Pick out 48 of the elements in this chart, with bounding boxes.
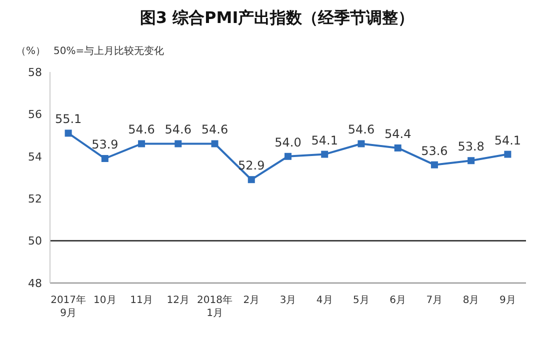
data-label: 54.1 (494, 133, 522, 148)
y-tick-label: 52 (28, 192, 42, 206)
point (174, 140, 182, 148)
x-tick-label: 11月 (130, 295, 153, 306)
chart-title: 图3 综合PMI产出指数（经季节调整） (138, 8, 416, 29)
point (101, 155, 108, 162)
x-tick-label: 7月 (426, 295, 443, 306)
x-tick-label: 12月 (166, 295, 190, 306)
data-label: 54.6 (128, 122, 155, 137)
x-tick-label: 3月 (280, 295, 296, 306)
x-tick-label: 8月 (462, 295, 480, 306)
x-tick-label: 2月 (243, 295, 260, 306)
y-tick-label: 54 (28, 150, 42, 164)
point (211, 140, 218, 148)
data-label: 52.9 (238, 158, 265, 173)
x-tick-label: 2017年 9月 (50, 294, 86, 319)
x-tick-label: 2018年 1月 (197, 294, 232, 319)
point (284, 152, 292, 160)
point (321, 150, 328, 158)
data-label: 55.1 (54, 112, 82, 126)
x-tick-label: 5月 (353, 295, 370, 306)
y-tick-label: 50 (28, 234, 42, 248)
point (358, 140, 365, 148)
point (430, 161, 438, 168)
y-axis-title: （%） (16, 46, 46, 57)
point (64, 130, 72, 137)
data-label: 53.9 (92, 138, 118, 152)
x-tick-label: 10月 (94, 295, 116, 306)
point (138, 140, 146, 148)
data-label: 53.6 (421, 144, 448, 158)
data-label: 54.4 (384, 126, 412, 141)
x-tick-label: 6月 (390, 295, 406, 306)
data-label: 53.8 (458, 140, 484, 154)
x-tick-label: 4月 (316, 295, 333, 306)
data-label: 54.1 (311, 133, 338, 148)
data-label: 54.6 (348, 122, 375, 137)
point (248, 176, 255, 184)
point (468, 157, 475, 164)
data-label: 54.6 (201, 122, 228, 137)
data-label: 54.6 (164, 122, 192, 137)
text: 50%=与上月比较无变化 (54, 46, 164, 57)
y-tick-label: 58 (28, 66, 42, 79)
data-label: 54.0 (274, 135, 302, 150)
y-tick-label: 56 (28, 108, 42, 122)
x-tick-label: 9月 (500, 295, 516, 306)
point (394, 144, 402, 152)
point (504, 150, 512, 158)
y-tick-label: 48 (28, 276, 42, 290)
